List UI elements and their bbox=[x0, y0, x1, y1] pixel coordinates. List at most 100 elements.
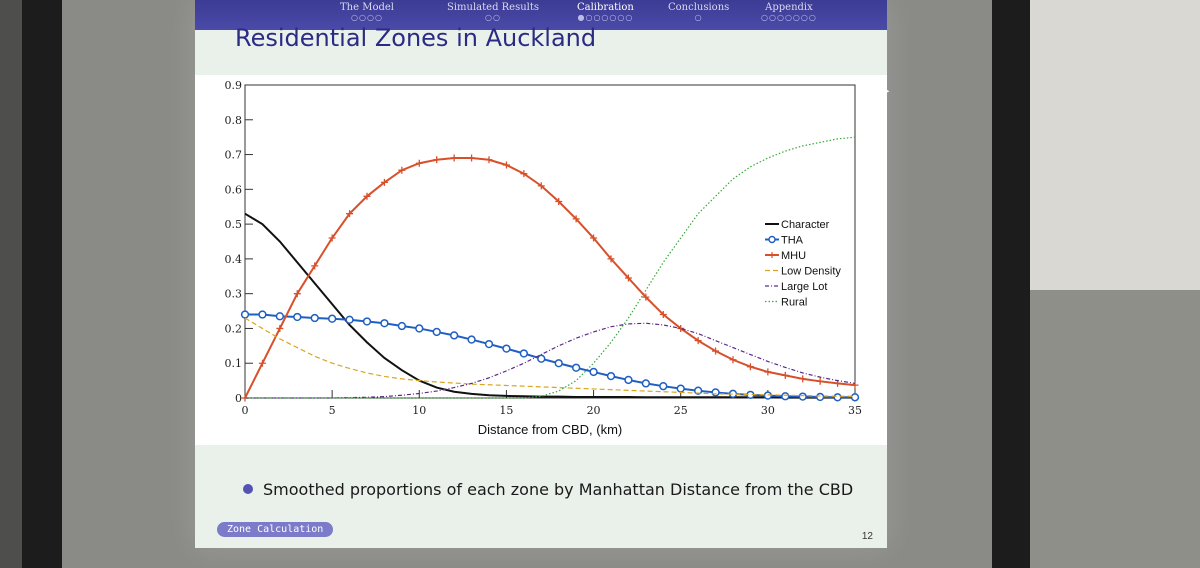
data-point-tha bbox=[711, 388, 720, 397]
x-tick-label: 35 bbox=[848, 404, 862, 417]
data-point-tha bbox=[449, 331, 459, 340]
y-tick-label: 0.9 bbox=[225, 79, 243, 92]
data-point-mhu bbox=[433, 156, 441, 164]
data-point-mhu bbox=[659, 311, 667, 319]
x-axis-label: Distance from CBD, (km) bbox=[478, 422, 622, 437]
data-point-mhu bbox=[642, 293, 650, 301]
bullet-text: Smoothed proportions of each zone by Man… bbox=[263, 480, 854, 499]
y-tick-label: 0 bbox=[235, 392, 242, 405]
data-point-mhu bbox=[764, 368, 772, 376]
data-point-tha bbox=[345, 315, 354, 324]
nav-item-label: Conclusions bbox=[668, 2, 730, 13]
data-point-tha bbox=[850, 393, 860, 402]
data-point-mhu bbox=[590, 234, 598, 242]
data-point-tha bbox=[293, 312, 302, 322]
data-point-mhu bbox=[694, 337, 702, 345]
legend-marker bbox=[768, 235, 776, 244]
x-tick-label: 20 bbox=[587, 404, 601, 417]
data-point-mhu bbox=[276, 324, 284, 332]
series-line-mhu bbox=[244, 157, 856, 399]
x-tick-label: 5 bbox=[329, 404, 336, 417]
data-point-mhu bbox=[468, 154, 476, 162]
data-point-mhu bbox=[346, 210, 354, 218]
data-point-tha bbox=[659, 382, 668, 391]
nav-item-label: Appendix bbox=[765, 2, 813, 13]
legend-label: Rural bbox=[781, 297, 807, 309]
data-point-mhu bbox=[781, 371, 789, 379]
data-point-mhu bbox=[380, 178, 388, 186]
data-point-mhu bbox=[502, 161, 510, 169]
plot-frame bbox=[244, 84, 856, 399]
nav-item-dots: ○○○○ bbox=[351, 13, 383, 22]
data-point-tha bbox=[571, 363, 581, 372]
slide-navbar: The Model ○○○○ Simulated Results ○○ Cali… bbox=[195, 0, 887, 30]
data-point-tha bbox=[432, 327, 441, 337]
x-tick-label: 0 bbox=[242, 404, 249, 417]
data-point-mhu bbox=[293, 290, 301, 298]
legend-label: Low Density bbox=[781, 266, 841, 278]
nav-item-dots: ○○○○○○○ bbox=[761, 13, 817, 22]
nav-item-label: Calibration bbox=[577, 2, 634, 13]
data-point-tha bbox=[798, 392, 807, 401]
data-point-tha bbox=[554, 359, 563, 368]
data-point-tha bbox=[624, 375, 633, 385]
data-point-mhu bbox=[799, 375, 807, 383]
data-point-mhu bbox=[607, 255, 615, 263]
legend-marker bbox=[769, 252, 775, 258]
nav-item-model[interactable]: The Model ○○○○ bbox=[340, 3, 394, 23]
data-point-tha bbox=[519, 349, 529, 358]
data-point-mhu bbox=[816, 377, 824, 385]
data-point-tha bbox=[502, 344, 511, 353]
nav-item-conclusions[interactable]: Conclusions ○ bbox=[668, 3, 729, 23]
data-point-tha bbox=[275, 312, 285, 321]
data-point-mhu bbox=[398, 166, 406, 174]
bullet-icon bbox=[243, 484, 253, 494]
data-point-tha bbox=[641, 379, 651, 388]
nav-item-label: Simulated Results bbox=[447, 2, 540, 13]
nav-item-dots: ○ bbox=[694, 13, 703, 22]
data-point-mhu bbox=[555, 198, 563, 206]
x-tick-label: 15 bbox=[499, 404, 513, 417]
nav-item-dots: ●○○○○○○ bbox=[577, 13, 634, 22]
data-point-tha bbox=[240, 310, 250, 319]
data-point-tha bbox=[537, 354, 546, 363]
data-point-tha bbox=[833, 393, 842, 402]
y-tick-label: 0.3 bbox=[225, 288, 243, 301]
y-tick-label: 0.2 bbox=[225, 322, 243, 335]
data-point-mhu bbox=[520, 170, 528, 178]
x-tick-label: 10 bbox=[412, 404, 426, 417]
legend-label: Character bbox=[781, 219, 830, 231]
page-number: 12 bbox=[861, 531, 873, 542]
nav-item-label: The Model bbox=[340, 2, 394, 13]
data-point-mhu bbox=[450, 154, 458, 162]
data-point-tha bbox=[781, 392, 790, 401]
data-point-mhu bbox=[712, 347, 720, 355]
data-point-tha bbox=[310, 313, 319, 323]
data-point-tha bbox=[397, 321, 407, 331]
data-point-mhu bbox=[729, 356, 737, 364]
data-point-tha bbox=[815, 392, 825, 402]
data-point-mhu bbox=[363, 192, 371, 200]
nav-item-calibration[interactable]: Calibration ●○○○○○○ bbox=[577, 3, 634, 23]
data-point-tha bbox=[606, 371, 616, 381]
nav-item-simulated-results[interactable]: Simulated Results ○○ bbox=[447, 3, 539, 23]
series-line-rural bbox=[245, 136, 856, 399]
data-point-tha bbox=[467, 335, 476, 344]
data-point-tha bbox=[484, 339, 494, 349]
data-point-tha bbox=[327, 314, 337, 323]
data-point-mhu bbox=[485, 156, 493, 164]
y-tick-label: 0.1 bbox=[225, 357, 243, 370]
legend-box bbox=[762, 213, 842, 311]
legend-label: MHU bbox=[781, 250, 806, 262]
y-tick-label: 0.5 bbox=[225, 218, 243, 231]
nav-item-appendix[interactable]: Appendix ○○○○○○○ bbox=[761, 3, 817, 23]
data-point-tha bbox=[258, 310, 267, 319]
data-point-tha bbox=[589, 367, 598, 377]
data-point-tha bbox=[763, 391, 773, 400]
slide-title: Residential Zones in Auckland bbox=[235, 24, 597, 52]
y-tick-label: 0.8 bbox=[225, 114, 243, 127]
data-point-tha bbox=[362, 317, 372, 326]
data-point-mhu bbox=[572, 215, 580, 223]
legend-label: THA bbox=[781, 235, 804, 247]
footer-section-tag[interactable]: Zone Calculation bbox=[217, 522, 334, 537]
